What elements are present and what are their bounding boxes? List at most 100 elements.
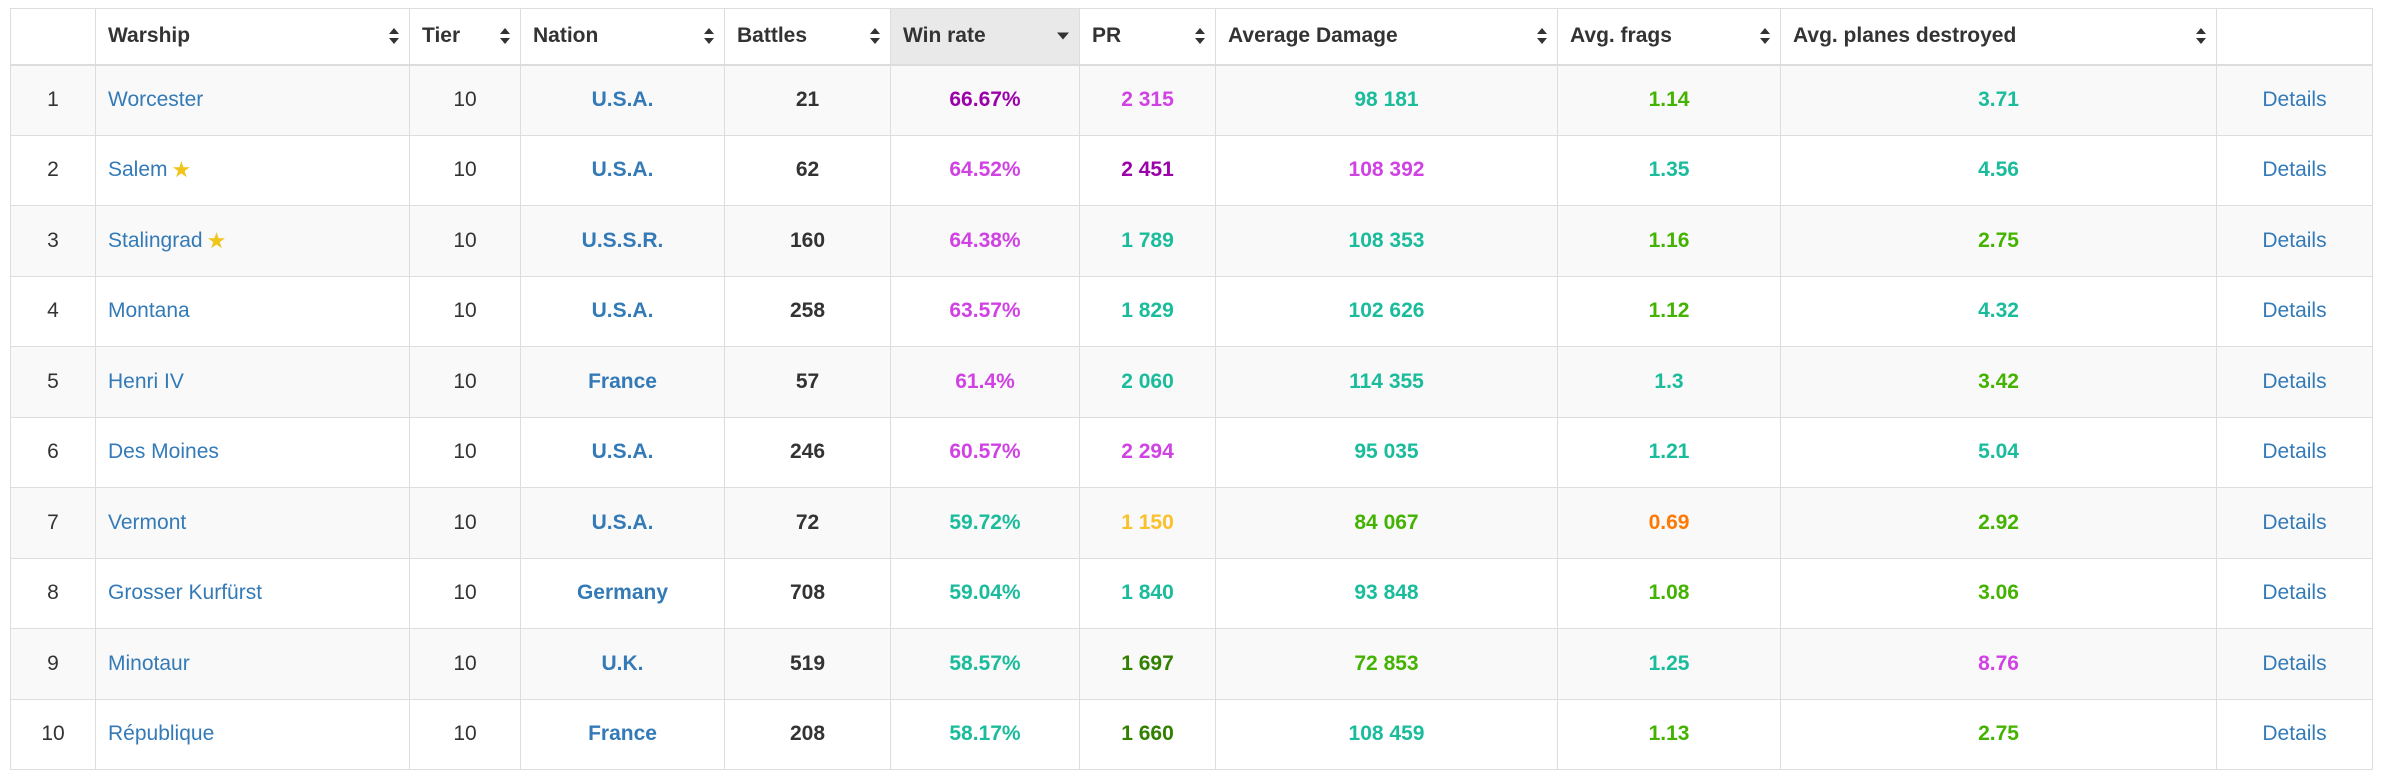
battles-cell: 258 bbox=[724, 275, 891, 347]
details-link[interactable]: Details bbox=[2262, 228, 2327, 252]
tier-cell: 10 bbox=[409, 698, 521, 770]
warship-link[interactable]: Grosser Kurfürst bbox=[108, 581, 263, 605]
sort-desc-icon[interactable] bbox=[1057, 32, 1069, 40]
warship-link[interactable]: Henri IV bbox=[108, 369, 184, 393]
avg-planes-destroyed-cell: 4.32 bbox=[1780, 275, 2217, 347]
details-link[interactable]: Details bbox=[2262, 440, 2327, 464]
nation-cell: U.S.A. bbox=[520, 275, 725, 347]
nation-cell: U.S.A. bbox=[520, 134, 725, 206]
details-link[interactable]: Details bbox=[2262, 581, 2327, 605]
nation-header[interactable]: Nation bbox=[520, 8, 725, 66]
win-rate-cell: 60.57% bbox=[890, 416, 1080, 488]
details-link[interactable]: Details bbox=[2262, 369, 2327, 393]
pr-cell: 2 294 bbox=[1079, 416, 1216, 488]
sort-both-icon[interactable] bbox=[2196, 28, 2206, 45]
win-rate-header[interactable]: Win rate bbox=[890, 8, 1080, 66]
pr-header[interactable]: PR bbox=[1079, 8, 1216, 66]
battles-header-label: Battles bbox=[737, 24, 808, 48]
battles-cell: 62 bbox=[724, 134, 891, 206]
warship-header[interactable]: Warship bbox=[95, 8, 410, 66]
tier-cell: 10 bbox=[409, 487, 521, 559]
details-link[interactable]: Details bbox=[2262, 88, 2327, 111]
row-number-header bbox=[10, 8, 96, 66]
avg-planes-destroyed-cell: 2.75 bbox=[1780, 205, 2217, 277]
warship-stats-table-container: Warship Tier Nation Battles Win rate PR Averag… bbox=[10, 8, 2373, 770]
avg-frags-cell: 1.25 bbox=[1557, 628, 1781, 700]
pr-cell: 1 697 bbox=[1079, 628, 1216, 700]
battles-cell: 21 bbox=[724, 64, 891, 136]
table-row: 8 Grosser Kurfürst 10 Germany 708 59.04% 1 840… bbox=[10, 557, 2373, 629]
row-number: 4 bbox=[10, 275, 96, 347]
sort-both-icon[interactable] bbox=[389, 28, 399, 45]
tier-cell: 10 bbox=[409, 64, 521, 136]
warship-cell: République bbox=[95, 698, 410, 770]
nation-cell: France bbox=[520, 698, 725, 770]
warship-cell: Minotaur bbox=[95, 628, 410, 700]
table-row: 1 Worcester 10 U.S.A. 21 66.67% 2 315 98 181 1.1… bbox=[10, 64, 2373, 136]
details-link[interactable]: Details bbox=[2262, 722, 2327, 746]
win-rate-cell: 59.04% bbox=[890, 557, 1080, 629]
sort-both-icon[interactable] bbox=[1760, 28, 1770, 45]
win-rate-cell: 61.4% bbox=[890, 346, 1080, 418]
tier-cell: 10 bbox=[409, 275, 521, 347]
win-rate-cell: 63.57% bbox=[890, 275, 1080, 347]
win-rate-cell: 58.17% bbox=[890, 698, 1080, 770]
avg-frags-cell: 1.16 bbox=[1557, 205, 1781, 277]
average-damage-cell: 93 848 bbox=[1215, 557, 1558, 629]
table-header: Warship Tier Nation Battles Win rate PR Averag… bbox=[10, 8, 2373, 66]
sort-both-icon[interactable] bbox=[1195, 28, 1205, 45]
pr-cell: 2 060 bbox=[1079, 346, 1216, 418]
average-damage-header[interactable]: Average Damage bbox=[1215, 8, 1558, 66]
nation-cell: U.S.A. bbox=[520, 416, 725, 488]
details-link[interactable]: Details bbox=[2262, 299, 2327, 323]
header-row: Warship Tier Nation Battles Win rate PR Averag… bbox=[10, 8, 2373, 66]
warship-link[interactable]: Salem bbox=[108, 158, 168, 182]
warship-link[interactable]: Des Moines bbox=[108, 440, 219, 464]
tier-cell: 10 bbox=[409, 628, 521, 700]
tier-header[interactable]: Tier bbox=[409, 8, 521, 66]
warship-cell: Vermont bbox=[95, 487, 410, 559]
table-body: 1 Worcester 10 U.S.A. 21 66.67% 2 315 98 181 1.1… bbox=[10, 64, 2373, 770]
battles-header[interactable]: Battles bbox=[724, 8, 891, 66]
warship-link[interactable]: Minotaur bbox=[108, 651, 190, 675]
sort-both-icon[interactable] bbox=[500, 28, 510, 45]
average-damage-cell: 98 181 bbox=[1215, 64, 1558, 136]
details-link[interactable]: Details bbox=[2262, 158, 2327, 182]
sort-both-icon[interactable] bbox=[1537, 28, 1547, 45]
avg-planes-destroyed-cell: 2.92 bbox=[1780, 487, 2217, 559]
battles-cell: 72 bbox=[724, 487, 891, 559]
tier-cell: 10 bbox=[409, 557, 521, 629]
details-link[interactable]: Details bbox=[2262, 651, 2327, 675]
win-rate-cell: 64.52% bbox=[890, 134, 1080, 206]
row-number: 3 bbox=[10, 205, 96, 277]
warship-link[interactable]: Stalingrad bbox=[108, 228, 203, 252]
table-row: 2 Salem ★ 10 U.S.A. 62 64.52% 2 451 108 392 1.35 4… bbox=[10, 134, 2373, 206]
table-row: 3 Stalingrad ★ 10 U.S.S.R. 160 64.38% 1 789 108 … bbox=[10, 205, 2373, 277]
sort-both-icon[interactable] bbox=[870, 28, 880, 45]
warship-cell: Worcester bbox=[95, 64, 410, 136]
battles-cell: 160 bbox=[724, 205, 891, 277]
pr-header-label: PR bbox=[1092, 24, 1122, 48]
warship-link[interactable]: Worcester bbox=[108, 88, 204, 111]
sort-both-icon[interactable] bbox=[704, 28, 714, 45]
avg-frags-cell: 1.21 bbox=[1557, 416, 1781, 488]
avg-planes-destroyed-header[interactable]: Avg. planes destroyed bbox=[1780, 8, 2217, 66]
tier-cell: 10 bbox=[409, 346, 521, 418]
avg-frags-header[interactable]: Avg. frags bbox=[1557, 8, 1781, 66]
warship-link[interactable]: Vermont bbox=[108, 510, 187, 534]
tier-header-label: Tier bbox=[422, 24, 461, 48]
nation-cell: France bbox=[520, 346, 725, 418]
average-damage-cell: 108 353 bbox=[1215, 205, 1558, 277]
win-rate-cell: 58.57% bbox=[890, 628, 1080, 700]
warship-cell: Stalingrad ★ bbox=[95, 205, 410, 277]
warship-link[interactable]: République bbox=[108, 722, 215, 746]
nation-cell: U.S.A. bbox=[520, 487, 725, 559]
battles-cell: 208 bbox=[724, 698, 891, 770]
pr-cell: 1 840 bbox=[1079, 557, 1216, 629]
details-link[interactable]: Details bbox=[2262, 510, 2327, 534]
average-damage-cell: 108 392 bbox=[1215, 134, 1558, 206]
details-cell: Details bbox=[2216, 416, 2373, 488]
details-cell: Details bbox=[2216, 487, 2373, 559]
warship-link[interactable]: Montana bbox=[108, 299, 190, 323]
average-damage-header-label: Average Damage bbox=[1228, 24, 1398, 48]
